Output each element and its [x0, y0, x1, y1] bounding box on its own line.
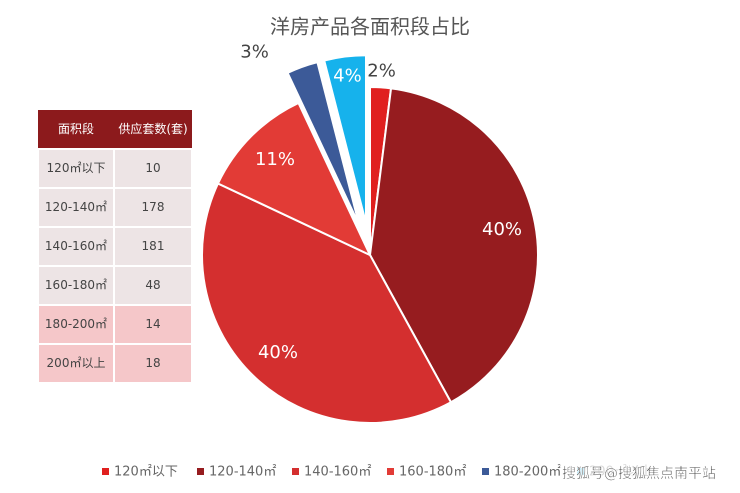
pie-slice [368, 87, 540, 404]
data-label: 4% [333, 66, 362, 87]
legend-label: 160-180㎡ [399, 465, 466, 480]
table-cell-text: 140-160㎡ [45, 239, 107, 253]
pie-slice [216, 101, 373, 258]
table-cell-text: 120㎡以下 [47, 161, 106, 175]
watermark: 搜狐号@搜狐焦点南平站 [562, 466, 716, 482]
legend-label: 180-200㎡ [494, 465, 561, 480]
table-header-bg [38, 110, 192, 149]
legend-label: 120㎡以下 [114, 465, 178, 480]
legend-swatch [292, 468, 299, 475]
data-label: 40% [482, 219, 522, 240]
legend-swatch [197, 468, 204, 475]
pie-slice [286, 60, 361, 226]
table-cell-text: 120-140㎡ [45, 200, 107, 214]
table-cell [37, 187, 115, 228]
pie-slice [322, 54, 367, 224]
legend-swatch [387, 468, 394, 475]
table-cell-text: 160-180㎡ [45, 278, 107, 292]
table-cell-text: 18 [145, 356, 160, 370]
table-header: 面积段 [58, 121, 94, 136]
table-cell [37, 343, 115, 384]
table-cell-text: 200㎡以上 [47, 356, 106, 370]
legend-label: 140-160㎡ [304, 465, 371, 480]
legend-label: 120-140㎡ [209, 465, 276, 480]
data-label: 11% [255, 149, 295, 170]
table-header: 供应套数(套) [118, 121, 187, 136]
table-cell-text: 14 [145, 317, 160, 331]
table-cell [113, 265, 193, 306]
chart-title: 洋房产品各面积段占比 [270, 15, 470, 39]
table-cell-text: 178 [142, 200, 165, 214]
table-cell [113, 304, 193, 345]
table-cell [113, 343, 193, 384]
data-label: 2% [367, 60, 396, 81]
data-label: 3% [240, 41, 269, 62]
pie-slice [200, 182, 453, 425]
table-cell-text: 48 [145, 278, 160, 292]
watermark-bg [560, 462, 735, 484]
table-cell [113, 148, 193, 189]
data-label: 40% [258, 342, 298, 363]
legend-swatch [102, 468, 109, 475]
table-cell-text: 181 [142, 239, 165, 253]
legend-swatch [482, 468, 489, 475]
table-cell-text: 180-200㎡ [45, 317, 107, 331]
table-cell [37, 148, 115, 189]
table-cell-text: 10 [145, 161, 160, 175]
